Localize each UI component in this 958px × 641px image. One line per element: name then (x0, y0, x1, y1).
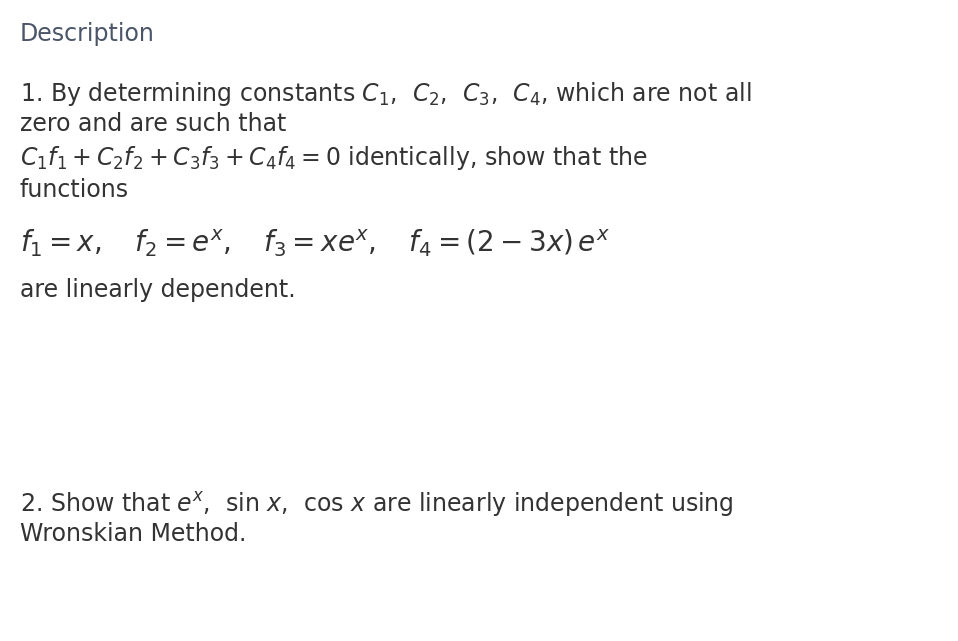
Text: Wronskian Method.: Wronskian Method. (20, 522, 246, 546)
Text: $f_1 = x, \quad f_2 = e^x, \quad f_3 = xe^x, \quad f_4 = (2 - 3x)\, e^x$: $f_1 = x, \quad f_2 = e^x, \quad f_3 = x… (20, 228, 610, 259)
Text: functions: functions (20, 178, 129, 202)
Text: zero and are such that: zero and are such that (20, 112, 286, 136)
Text: 1. By determining constants $C_1$,  $C_2$,  $C_3$,  $C_4$, which are not all: 1. By determining constants $C_1$, $C_2$… (20, 80, 752, 108)
Text: 2. Show that $e^x$,  sin $x$,  cos $x$ are linearly independent using: 2. Show that $e^x$, sin $x$, cos $x$ are… (20, 490, 734, 519)
Text: are linearly dependent.: are linearly dependent. (20, 278, 296, 302)
Text: Description: Description (20, 22, 155, 46)
Text: $C_1 f_1 + C_2 f_2 + C_3 f_3 + C_4 f_4 = 0$ identically, show that the: $C_1 f_1 + C_2 f_2 + C_3 f_3 + C_4 f_4 =… (20, 144, 648, 172)
